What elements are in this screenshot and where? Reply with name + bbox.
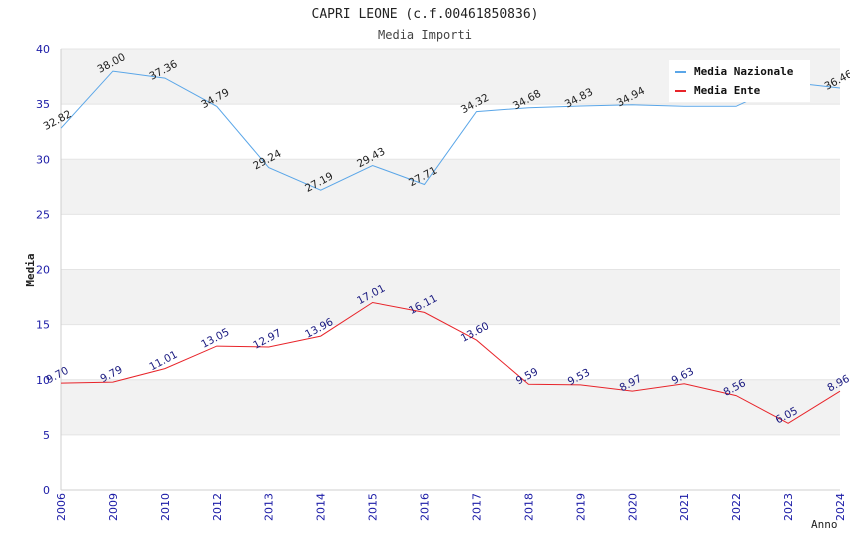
x-tick-label: 2006 [55, 493, 68, 521]
x-tick-label: 2014 [315, 493, 328, 521]
grid-band [61, 434, 840, 490]
x-tick-label: 2013 [263, 493, 276, 521]
grid-band [61, 104, 840, 160]
x-tick-label: 2023 [782, 493, 795, 521]
series-line-ente [60, 301, 841, 424]
chart-subtitle: Media Importi [378, 28, 472, 42]
axes [60, 49, 840, 491]
y-tick-label: 5 [43, 429, 50, 442]
x-tick-label: 2019 [574, 493, 587, 521]
grid-bands [61, 48, 840, 491]
series-line-nazionale [60, 70, 841, 191]
x-tick-label: 2015 [367, 493, 380, 521]
x-axis-ticks: 2006 2009 2010 2012 2013 2014 2015 2016 2017 2018… [55, 493, 847, 521]
x-tick-label: 2010 [159, 493, 172, 521]
x-tick-label: 2022 [730, 493, 743, 521]
x-tick-label: 2021 [678, 493, 691, 521]
y-tick-label: 10 [36, 374, 50, 387]
y-tick-label: 15 [36, 319, 50, 332]
x-tick-label: 2009 [107, 493, 120, 521]
x-tick-label: 2018 [522, 493, 535, 521]
chart-title: CAPRI LEONE (c.f.00461850836) [312, 7, 539, 22]
x-tick-label: 2017 [470, 493, 483, 521]
legend-box [669, 60, 810, 102]
y-axis-ticks: 0 5 10 15 20 25 30 35 40 [36, 43, 50, 497]
y-tick-label: 30 [36, 153, 50, 166]
x-tick-label: 2024 [834, 493, 847, 521]
y-tick-label: 20 [36, 264, 50, 277]
grid-band [61, 269, 840, 325]
legend-label-ente: Media Ente [694, 84, 761, 97]
y-tick-label: 25 [36, 208, 50, 221]
grid-band [61, 379, 840, 435]
y-tick-label: 0 [43, 484, 50, 497]
grid-band [61, 214, 840, 270]
x-axis-title: Anno [811, 518, 838, 531]
x-tick-label: 2012 [211, 493, 224, 521]
legend: Media Nazionale Media Ente [669, 60, 810, 102]
y-axis-title: Media [24, 253, 37, 286]
grid-band [61, 324, 840, 380]
x-tick-label: 2020 [626, 493, 639, 521]
series-group [60, 70, 841, 424]
y-tick-label: 35 [36, 98, 50, 111]
x-tick-label: 2016 [419, 493, 432, 521]
y-tick-label: 40 [36, 43, 50, 56]
grid-band [61, 159, 840, 215]
legend-label-nazionale: Media Nazionale [694, 65, 794, 78]
